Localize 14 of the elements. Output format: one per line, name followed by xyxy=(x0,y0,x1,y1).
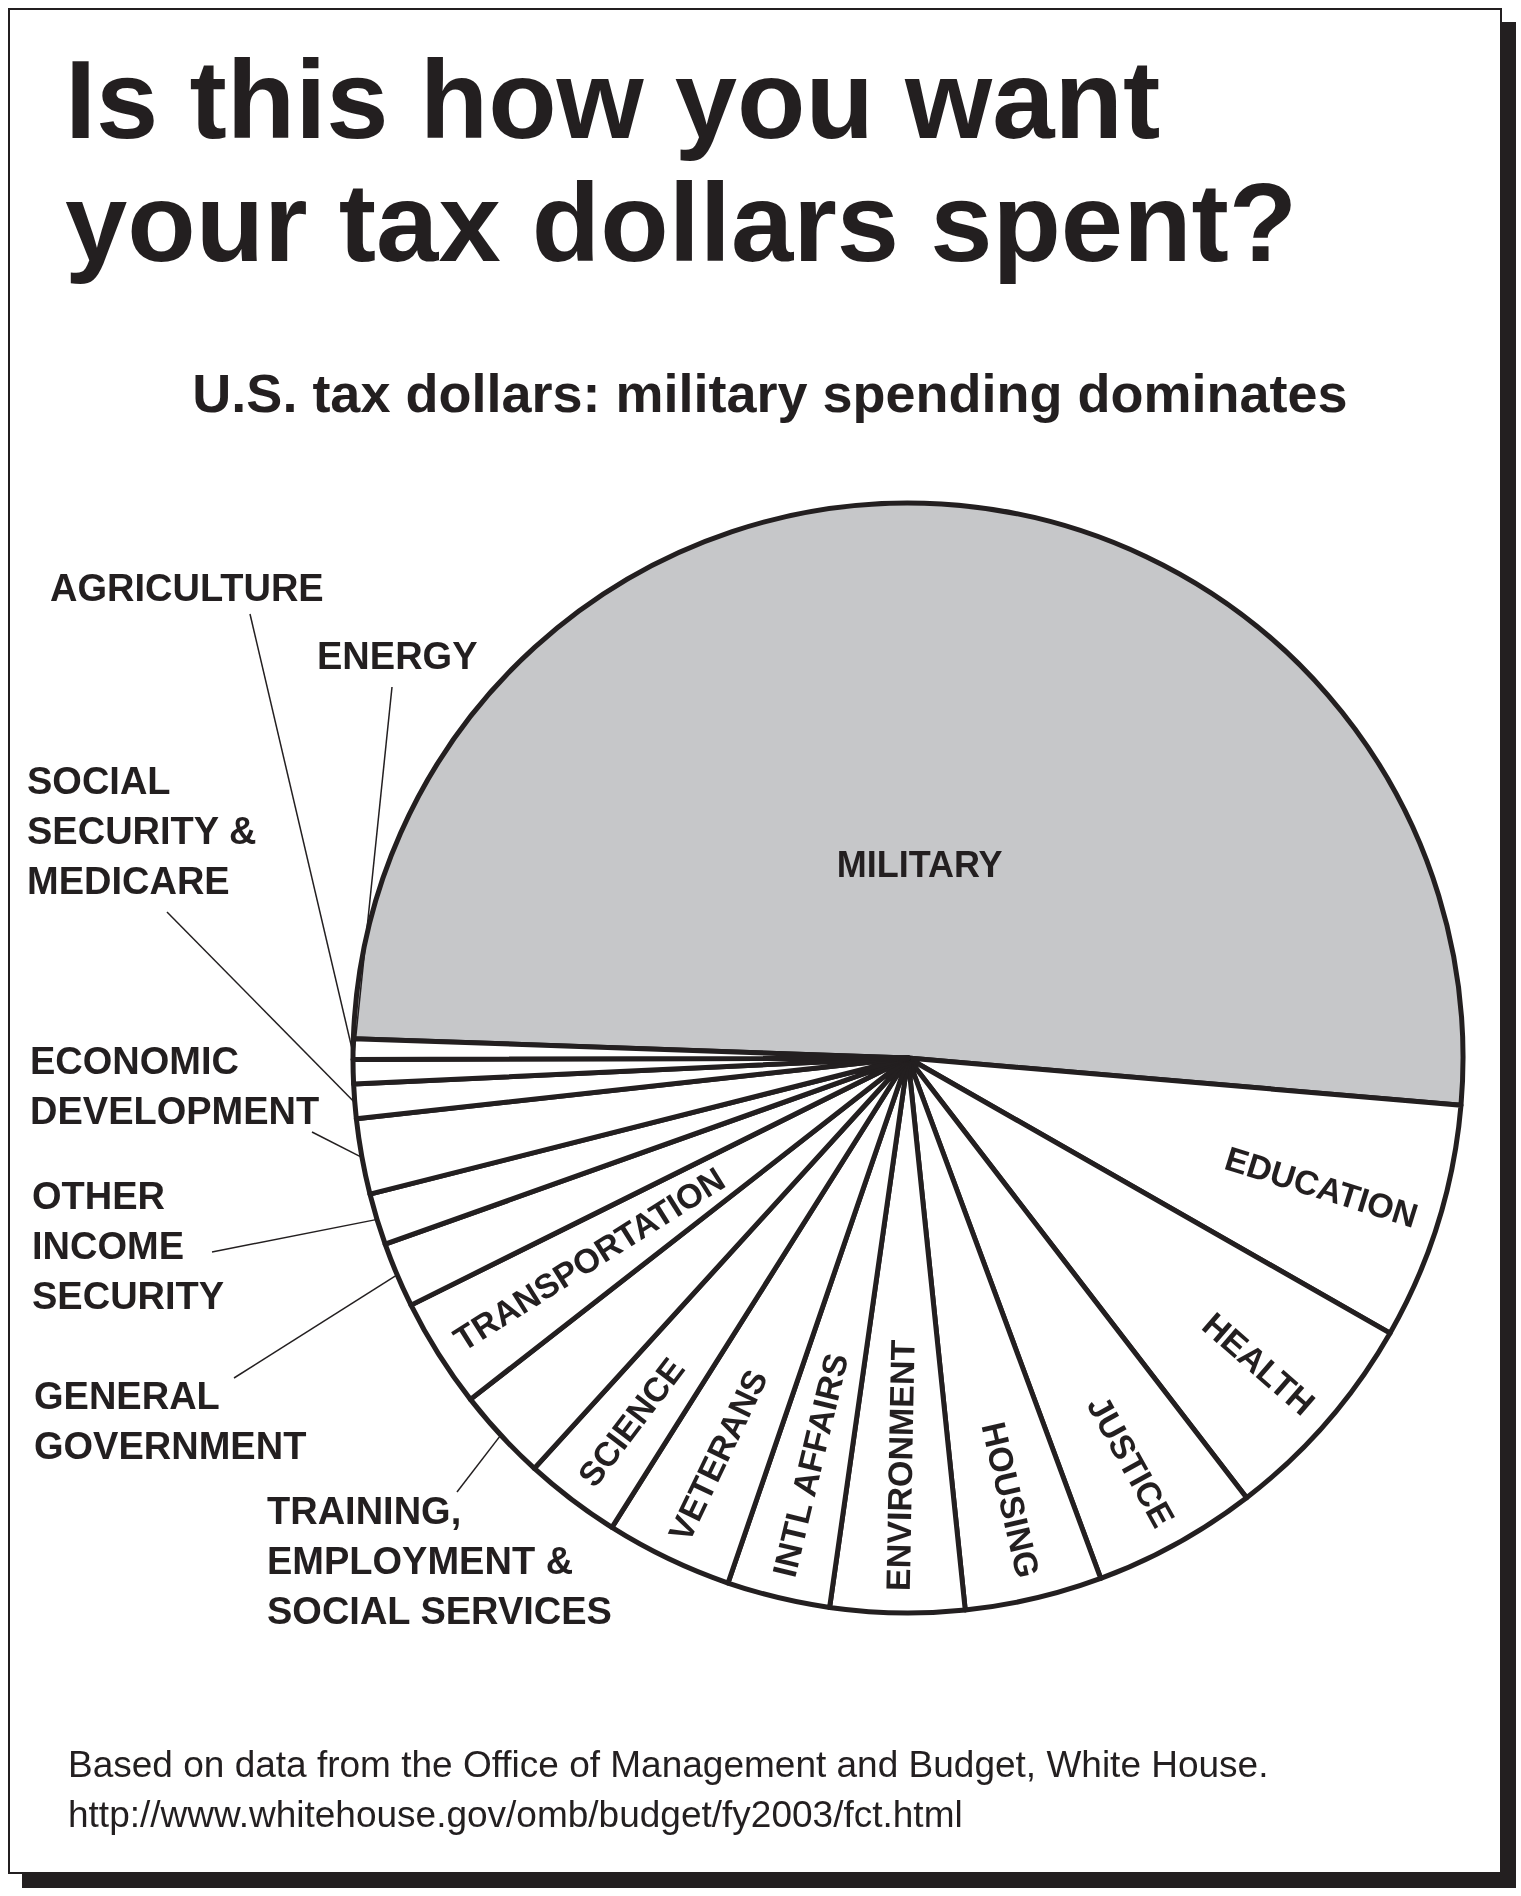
slice-label: OTHER INCOME SECURITY xyxy=(32,1175,225,1318)
chart-subtitle: U.S. tax dollars: military spending dominates xyxy=(191,362,1349,424)
slice-label: ENERGY xyxy=(317,635,478,678)
slice-label: HOUSING xyxy=(974,1418,1048,1582)
slice-label: MILITARY xyxy=(836,843,1003,885)
slice-label: TRAINING, EMPLOYMENT & SOCIAL SERVICES xyxy=(267,1490,612,1633)
chart-title: Is this how you want your tax dollars spent? xyxy=(65,37,1299,286)
slice-label: AGRICULTURE xyxy=(50,567,324,610)
slice-label: ENVIRONMENT xyxy=(878,1339,922,1592)
slice-label: SOCIAL SECURITY & MEDICARE xyxy=(27,760,257,903)
slice-label: GENERAL GOVERNMENT xyxy=(34,1375,307,1468)
slice-label: ECONOMIC DEVELOPMENT xyxy=(30,1040,320,1133)
text: http://www.whitehouse.gov/omb/budget/fy2003/fct.html xyxy=(68,1792,964,1837)
text: Based on data from the Office of Management and Budget, White House. xyxy=(68,1743,1269,1787)
